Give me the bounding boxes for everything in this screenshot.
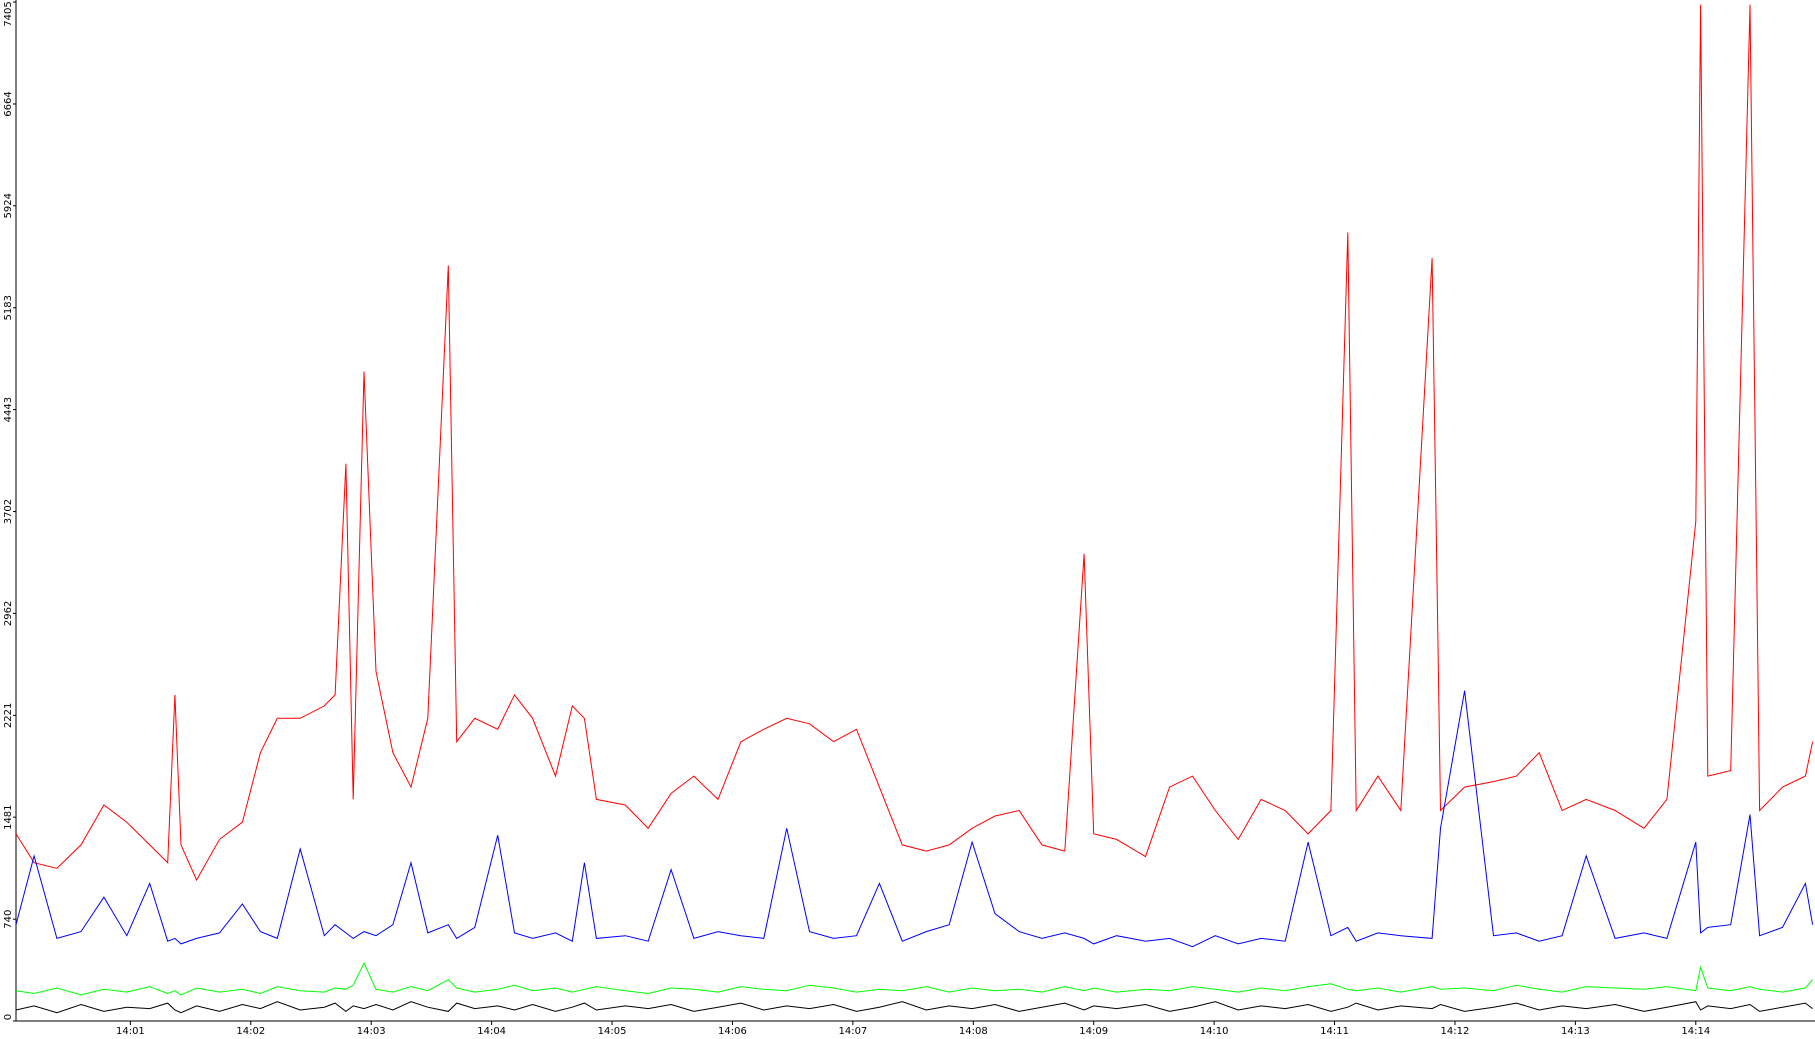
y-tick-label: 5924 [3, 193, 14, 218]
y-tick-label: 5183 [3, 295, 14, 320]
series-line [15, 962, 1813, 996]
x-tick-label: 14:04 [477, 1026, 506, 1037]
y-tick-label: 0 [3, 1014, 14, 1020]
y-tick-label: 7405 [3, 1, 14, 26]
x-tick-label: 14:05 [598, 1026, 627, 1037]
y-tick-label: 1481 [3, 804, 14, 829]
x-tick-label: 14:06 [718, 1026, 747, 1037]
y-tick-label: 740 [3, 910, 14, 929]
series-line [15, 1001, 1813, 1014]
series-line [15, 4, 1814, 882]
y-tick-label: 6664 [3, 91, 14, 116]
x-tick-label: 14:01 [116, 1026, 145, 1037]
x-tick-label: 14:03 [357, 1026, 386, 1037]
y-tick-label: 3702 [3, 499, 14, 524]
x-tick-label: 14:10 [1200, 1026, 1229, 1037]
x-tick-label: 14:09 [1079, 1026, 1108, 1037]
series-line [15, 690, 1814, 948]
x-tick-label: 14:08 [959, 1026, 988, 1037]
x-tick-label: 14:13 [1561, 1026, 1590, 1037]
y-tick-label: 2221 [3, 703, 14, 728]
y-tick-label: 4443 [3, 397, 14, 422]
x-tick-label: 14:07 [838, 1026, 867, 1037]
x-tick-label: 14:14 [1681, 1026, 1710, 1037]
x-tick-label: 14:12 [1441, 1026, 1470, 1037]
x-tick-label: 14:11 [1320, 1026, 1349, 1037]
y-tick-label: 2962 [3, 601, 14, 626]
x-tick-label: 14:02 [236, 1026, 265, 1037]
